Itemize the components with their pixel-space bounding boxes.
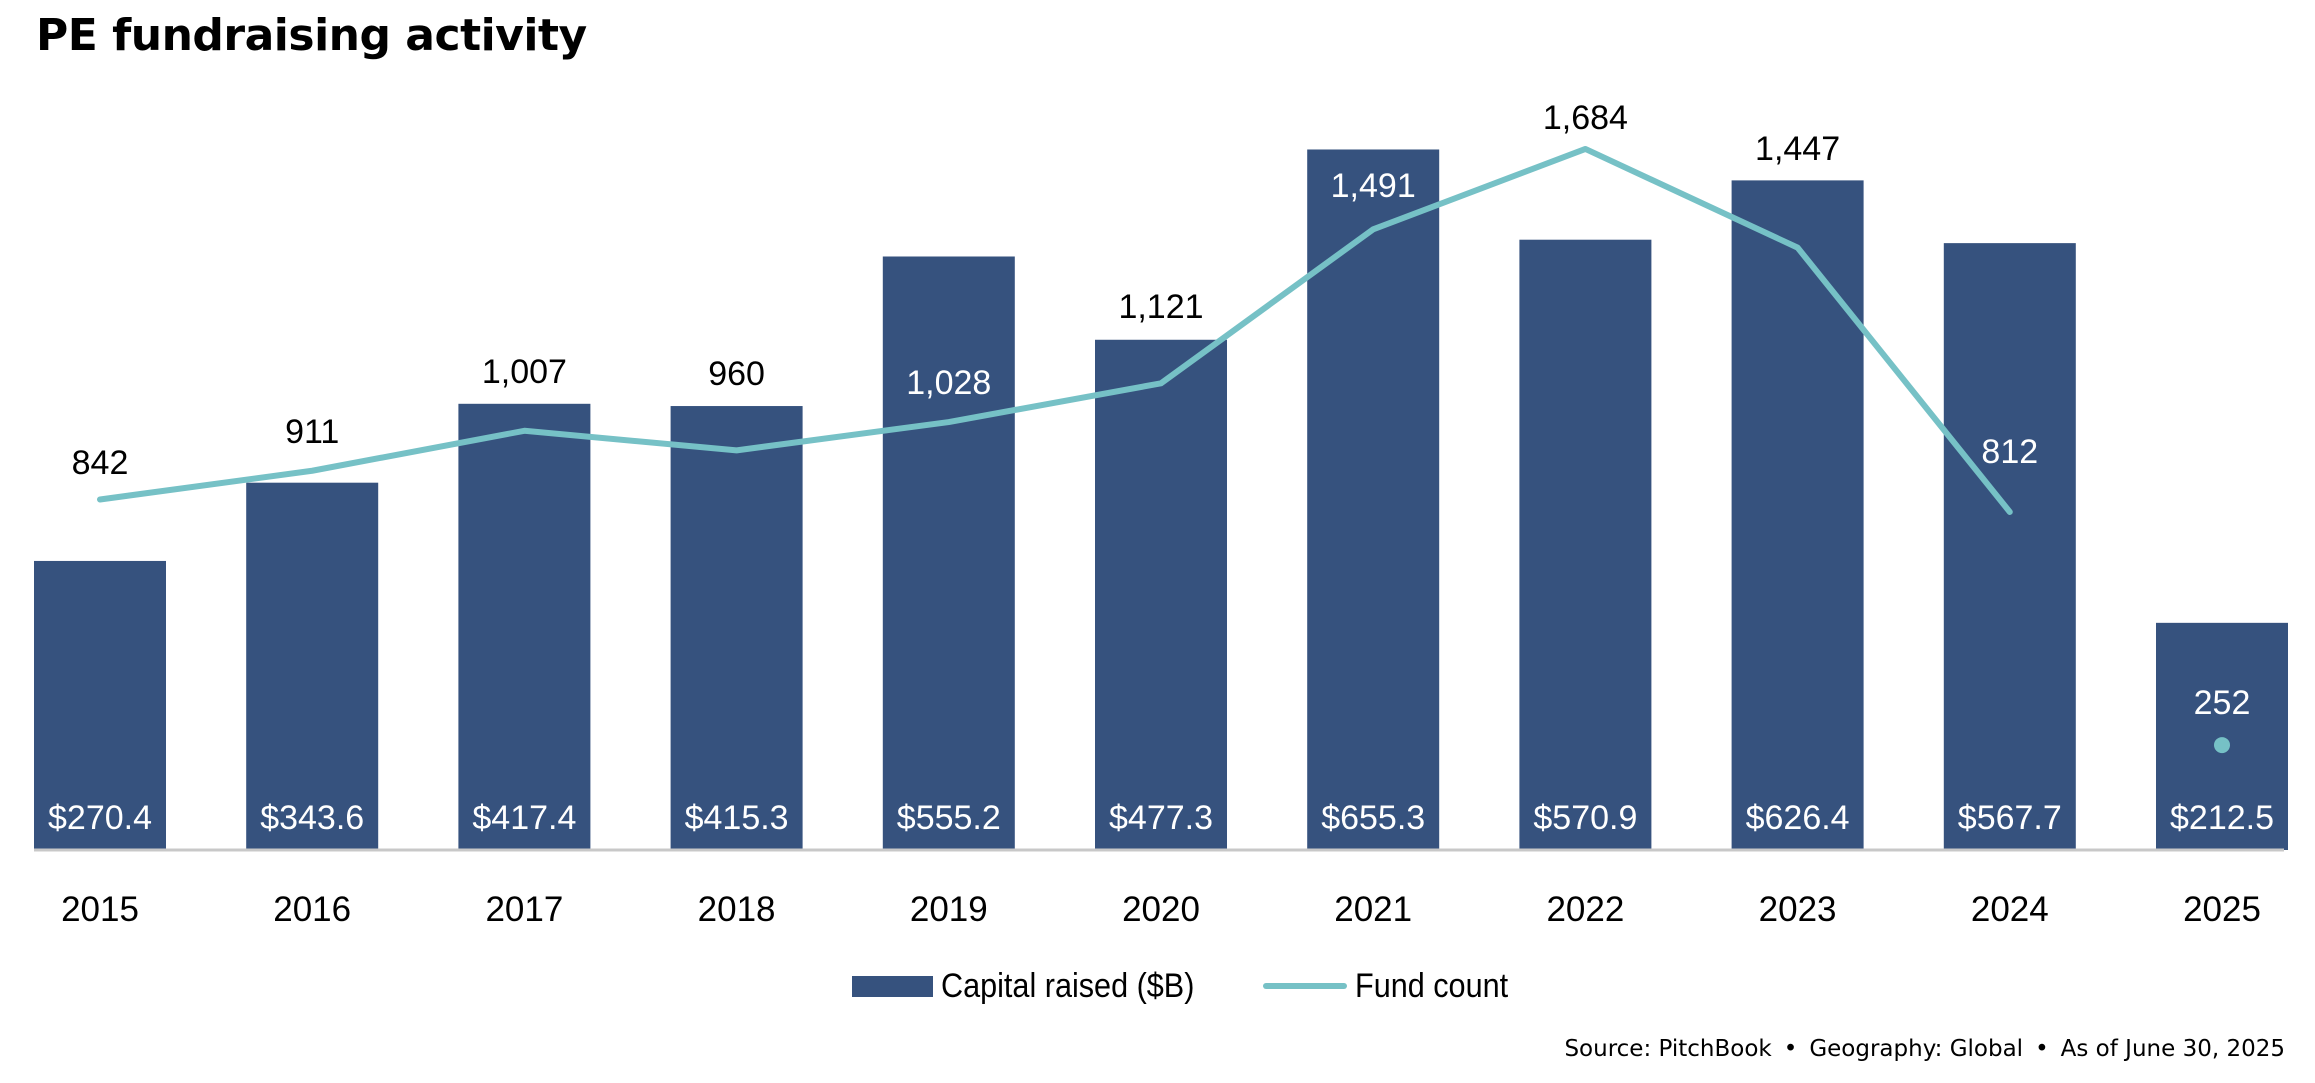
labels-layer: $270.4 $343.6 $417.4 $415.3 $555.2 $477.3 $655…	[48, 99, 2274, 837]
chart-title: PE fundraising activity	[36, 10, 587, 61]
bar-value-label: $626.4	[1746, 799, 1850, 837]
fund-count-label: 842	[72, 444, 129, 482]
fund-count-label: 1,028	[906, 364, 991, 402]
geography-text: Geography: Global	[1809, 1036, 2024, 1062]
bar-value-label: $270.4	[48, 799, 152, 837]
x-tick-label: 2015	[61, 890, 139, 929]
bar-value-label: $570.9	[1533, 799, 1637, 837]
as-of-text: As of June 30, 2025	[2060, 1036, 2285, 1062]
x-tick-label: 2022	[1546, 890, 1624, 929]
bar-capital-raised-2025[interactable]	[2156, 622, 2288, 850]
bar-capital-raised-2018[interactable]	[670, 406, 803, 850]
legend: Capital raised ($B) Fund count	[852, 958, 1525, 1014]
separator: •	[1783, 1036, 1798, 1062]
bar-value-label: $415.3	[685, 799, 789, 837]
bars-layer	[34, 149, 2288, 851]
x-tick-label: 2023	[1759, 890, 1837, 929]
legend-item-capital-raised[interactable]: Capital raised ($B)	[852, 967, 1223, 1006]
fund-count-point-2025[interactable]	[2214, 737, 2230, 754]
source-text: Source: PitchBook	[1564, 1036, 1772, 1062]
bar-capital-raised-2016[interactable]	[246, 482, 379, 850]
fund-count-line[interactable]	[97, 145, 2013, 515]
fund-count-label: 911	[285, 413, 339, 451]
fund-count-label: 252	[2194, 684, 2251, 722]
legend-line-swatch-icon	[1262, 983, 1347, 989]
bar-value-label: $212.5	[2170, 799, 2274, 837]
legend-label: Fund count	[1354, 966, 1508, 1005]
bar-capital-raised-2019[interactable]	[882, 256, 1015, 850]
x-tick-label: 2024	[1971, 890, 2049, 929]
bar-capital-raised-2024[interactable]	[1943, 243, 2076, 851]
fund-count-label: 960	[708, 355, 765, 393]
bar-capital-raised-2023[interactable]	[1731, 180, 1864, 850]
fund-count-label: 1,121	[1118, 288, 1203, 326]
bar-capital-raised-2020[interactable]	[1095, 339, 1227, 850]
x-tick-label: 2018	[698, 890, 776, 929]
legend-bar-swatch-icon	[852, 975, 933, 997]
separator: •	[2035, 1036, 2049, 1062]
source-note: Source: PitchBook • Geography: Global • As o…	[1564, 1036, 2285, 1062]
x-tick-label: 2020	[1122, 890, 1200, 929]
x-tick-label: 2025	[2183, 890, 2261, 929]
bar-value-label: $567.7	[1958, 799, 2062, 837]
fund-count-label: 1,684	[1543, 99, 1628, 137]
fund-count-label: 1,007	[482, 353, 567, 391]
bar-value-label: $555.2	[897, 799, 1001, 837]
bar-capital-raised-2022[interactable]	[1519, 239, 1652, 851]
fund-count-label: 1,491	[1331, 167, 1416, 205]
x-tick-labels: 2015 2016 2017 2018 2019 2020 2021 2022 2023 2024…	[61, 890, 2261, 929]
x-tick-label: 2017	[485, 890, 563, 929]
bar-value-label: $477.3	[1109, 799, 1213, 837]
x-tick-label: 2021	[1334, 890, 1412, 929]
legend-item-fund-count[interactable]: Fund count	[1223, 967, 1525, 1006]
x-tick-label: 2019	[910, 890, 988, 929]
bar-value-label: $417.4	[472, 799, 576, 837]
fund-count-label: 812	[1981, 433, 2038, 471]
bar-value-label: $343.6	[260, 799, 364, 837]
bar-value-label: $655.3	[1321, 799, 1425, 837]
bar-capital-raised-2017[interactable]	[458, 403, 591, 850]
x-tick-label: 2016	[273, 890, 351, 929]
bar-capital-raised-2015[interactable]	[34, 560, 166, 850]
bar-capital-raised-2021[interactable]	[1307, 149, 1440, 850]
fund-count-label: 1,447	[1755, 130, 1840, 168]
legend-label: Capital raised ($B)	[941, 966, 1195, 1005]
fund-count-line-layer	[97, 145, 2230, 754]
